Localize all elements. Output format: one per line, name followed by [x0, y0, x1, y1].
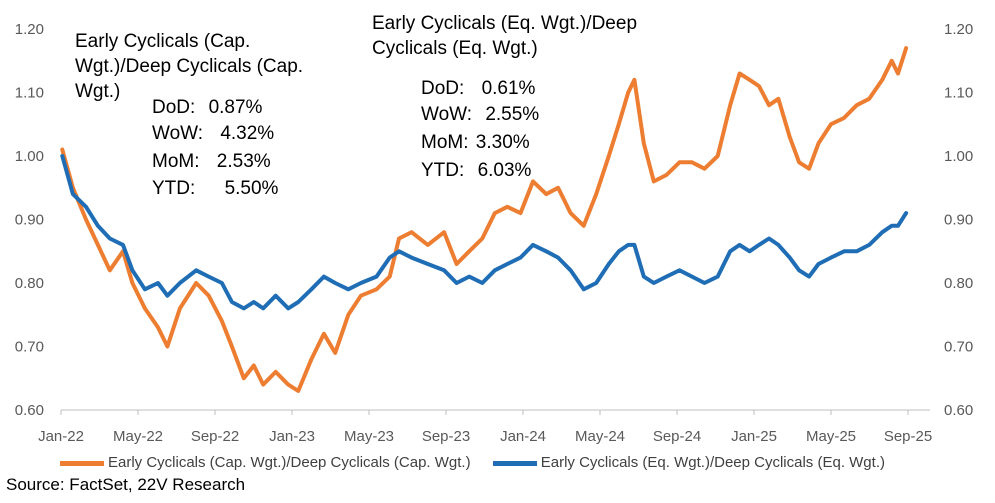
x-tick-label: Jan-25: [731, 428, 777, 445]
stat-label: MoM:: [152, 151, 200, 172]
y-tick-label-right: 1.10: [944, 85, 973, 102]
y-tick-label-right: 0.70: [944, 339, 973, 356]
stat-value: 2.55%: [485, 104, 540, 125]
legend-swatch-orange: [60, 460, 104, 466]
stat-label: YTD:: [421, 160, 465, 181]
stat-value: 2.53%: [216, 151, 271, 172]
y-tick-label-right: 0.60: [944, 402, 973, 419]
x-tick-label: May-25: [806, 428, 856, 445]
y-tick-label-right: 0.80: [944, 275, 973, 292]
legend-item-cap: Early Cyclicals (Cap. Wgt.)/Deep Cyclica…: [60, 454, 471, 471]
series-layer: [60, 46, 909, 393]
axes: Jan-22 May-22 Sep-22 Jan-23 May-23 Sep-23 Jan-…: [15, 21, 973, 445]
stat-value: 5.50%: [224, 178, 279, 199]
stat-label: WoW:: [152, 123, 204, 144]
stat-row-ytd: YTD: 6.03%: [421, 158, 531, 183]
legend-label: Early Cyclicals (Cap. Wgt.)/Deep Cyclica…: [108, 454, 471, 471]
y-tick-label-left: 0.80: [15, 275, 44, 292]
legend-item-eq: Early Cyclicals (Eq. Wgt.)/Deep Cyclical…: [492, 454, 885, 471]
y-tick-label-left: 0.60: [15, 402, 44, 419]
x-tick-label: Jan-22: [38, 428, 84, 445]
stat-value: 3.30%: [475, 132, 530, 153]
x-tick-label: Sep-25: [884, 428, 932, 445]
legend-swatch-blue: [492, 460, 537, 466]
x-tick-marks: [60, 410, 909, 415]
x-tick-label: May-24: [575, 428, 625, 445]
y-tick-label-right: 1.00: [944, 148, 973, 165]
annotation-cap-title: Early Cyclicals (Cap. Wgt.)/Deep Cyclica…: [75, 29, 303, 104]
x-tick-label: May-23: [344, 428, 394, 445]
annotation-eq-title-line: Cyclicals (Eq. Wgt.): [372, 38, 538, 59]
stat-value: 6.03%: [477, 160, 532, 181]
y-tick-label-left: 0.70: [15, 339, 44, 356]
stat-row-dod: DoD: 0.87%: [152, 95, 262, 120]
series-line-equal-weighted: [60, 154, 909, 311]
x-tick-label: Sep-23: [422, 428, 470, 445]
x-tick-label: Jan-24: [500, 428, 546, 445]
x-tick-label: Jan-23: [269, 428, 315, 445]
annotation-cap-title-line: Wgt.)/Deep Cyclicals (Cap.: [75, 56, 304, 77]
stat-label: MoM:: [421, 132, 469, 153]
source-note: Source: FactSet, 22V Research: [6, 475, 246, 494]
y-tick-label-right: 1.20: [944, 21, 973, 38]
stat-row-ytd: YTD: 5.50%: [152, 176, 278, 201]
y-tick-label-right: 0.90: [944, 212, 973, 229]
y-tick-label-left: 1.00: [15, 148, 44, 165]
stat-row-wow: WoW: 4.32%: [152, 121, 274, 146]
legend: Early Cyclicals (Cap. Wgt.)/Deep Cyclica…: [60, 454, 903, 471]
stat-row-wow: WoW: 2.55%: [421, 102, 539, 127]
x-tick-labels: Jan-22 May-22 Sep-22 Jan-23 May-23 Sep-23 Jan-…: [38, 428, 932, 445]
x-tick-label: Sep-22: [191, 428, 239, 445]
stat-value: 4.32%: [220, 123, 275, 144]
stat-label: WoW:: [421, 104, 473, 125]
stat-row-mom: MoM: 2.53%: [152, 149, 271, 174]
y-tick-label-left: 1.10: [15, 85, 44, 102]
y-tick-labels-left: 0.60 0.70 0.80 0.90 1.00 1.10 1.20: [15, 21, 44, 419]
annotation-cap-title-line: Early Cyclicals (Cap.: [75, 31, 251, 52]
y-tick-label-left: 1.20: [15, 21, 44, 38]
stat-label: DoD:: [421, 78, 465, 99]
series-line-cap-weighted: [60, 46, 909, 393]
y-tick-labels-right: 0.60 0.70 0.80 0.90 1.00 1.10 1.20: [944, 21, 973, 419]
x-tick-label: Sep-24: [653, 428, 701, 445]
stat-value: 0.61%: [481, 78, 536, 99]
annotation-eq-title-line: Early Cyclicals (Eq. Wgt.)/Deep: [372, 13, 638, 34]
annotation-cap-title-line: Wgt.): [75, 81, 121, 102]
stat-row-mom: MoM: 3.30%: [421, 130, 530, 155]
stat-row-dod: DoD: 0.61%: [421, 76, 535, 101]
stat-label: DoD:: [152, 97, 196, 118]
y-tick-label-left: 0.90: [15, 212, 44, 229]
stat-value: 0.87%: [208, 97, 263, 118]
x-tick-label: May-22: [113, 428, 163, 445]
legend-label: Early Cyclicals (Eq. Wgt.)/Deep Cyclical…: [540, 454, 885, 471]
stat-label: YTD:: [152, 178, 196, 199]
annotation-eq-title: Early Cyclicals (Eq. Wgt.)/Deep Cyclical…: [372, 11, 637, 61]
